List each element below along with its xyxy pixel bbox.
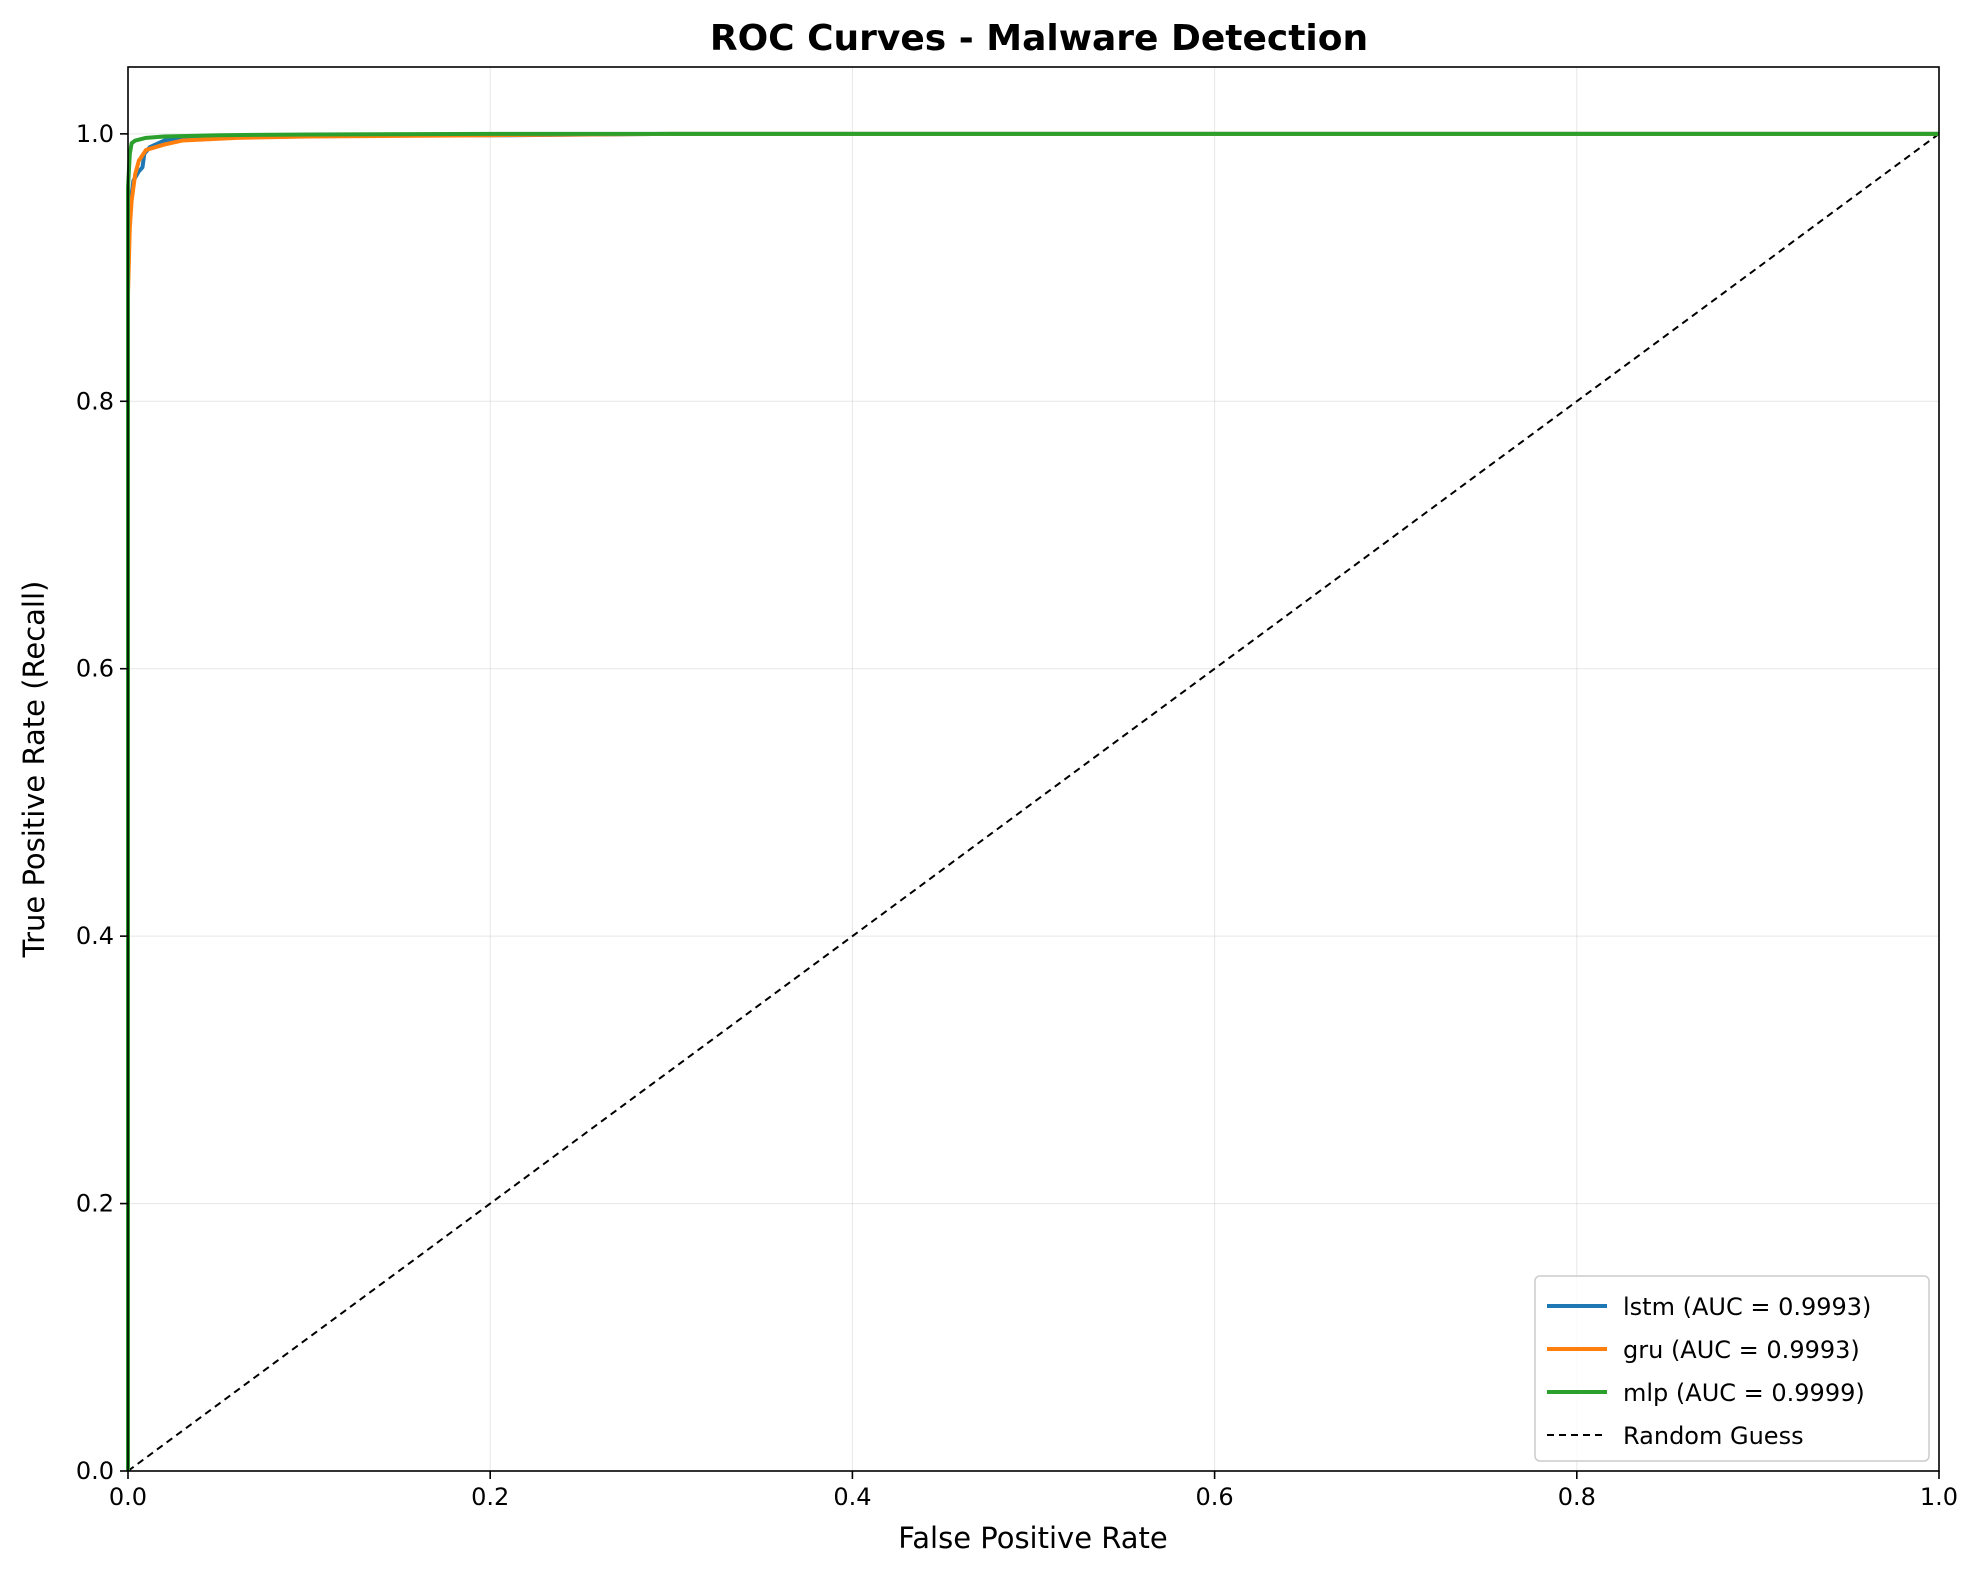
y-tick-label: 0.6 [76, 655, 114, 683]
y-tick-label: 0.2 [76, 1190, 114, 1218]
x-tick-label: 1.0 [1920, 1483, 1958, 1511]
x-tick-label: 0.4 [833, 1483, 871, 1511]
y-axis-label: True Positive Rate (Recall) [17, 581, 51, 959]
y-tick-label: 0.8 [76, 387, 114, 415]
x-tick-label: 0.2 [471, 1483, 509, 1511]
plot-frame [127, 66, 1940, 1472]
legend-label: Random Guess [1623, 1422, 1804, 1450]
series-line-random [127, 133, 1940, 1472]
legend-label: lstm (AUC = 0.9993) [1623, 1293, 1871, 1321]
grid-layer [127, 67, 1940, 1472]
y-tick-label: 1.0 [76, 120, 114, 148]
y-tick-label: 0.0 [76, 1457, 114, 1485]
tick-layer: 0.0 0.2 0.4 0.6 0.8 1.0 0.0 0.2 0.4 0.6 0.8 1.0 [76, 120, 1958, 1511]
x-tick-label: 0.8 [1558, 1483, 1596, 1511]
series-line-mlp [126, 131, 1939, 1471]
chart-title: ROC Curves - Malware Detection [710, 18, 1368, 59]
legend-box [1534, 1275, 1930, 1462]
x-tick-label: 0.6 [1196, 1483, 1234, 1511]
legend-label: mlp (AUC = 0.9999) [1623, 1379, 1865, 1407]
x-axis-label: False Positive Rate [898, 1521, 1168, 1555]
y-tick-label: 0.4 [76, 922, 114, 950]
legend-label: gru (AUC = 0.9993) [1623, 1336, 1860, 1364]
series-layer [126, 131, 1940, 1472]
legend: lstm (AUC = 0.9993) gru (AUC = 0.9993) mlp… [1534, 1275, 1930, 1462]
x-tick-label: 0.0 [109, 1483, 147, 1511]
